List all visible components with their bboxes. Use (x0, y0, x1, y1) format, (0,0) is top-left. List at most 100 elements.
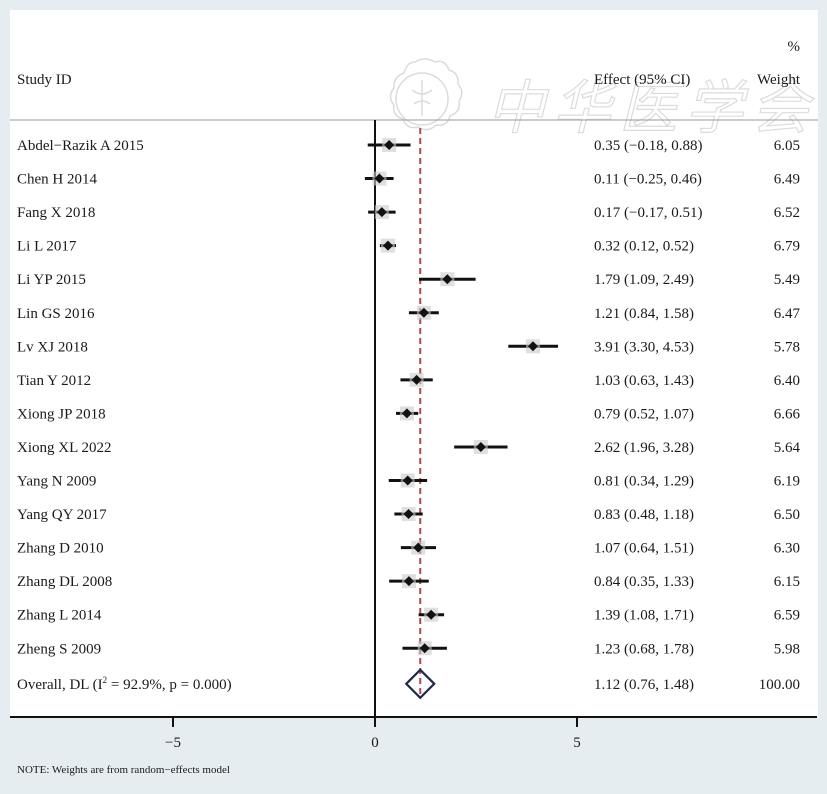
study-weight: 6.15 (774, 574, 800, 590)
study-weight: 6.40 (774, 373, 800, 389)
study-effect-ci: 3.91 (3.30, 4.53) (594, 339, 694, 355)
study-row: Xiong JP 2018 0.79 (0.52, 1.07) 6.66 (17, 406, 801, 422)
study-label: Li L 2017 (17, 239, 77, 255)
watermark-text: 中华医学会 (487, 74, 817, 142)
study-effect-ci: 0.35 (−0.18, 0.88) (594, 138, 702, 154)
study-weight: 6.19 (774, 474, 800, 490)
study-row: Tian Y 2012 1.03 (0.63, 1.43) 6.40 (17, 373, 800, 389)
study-label: Yang N 2009 (17, 474, 96, 490)
x-tick-label: 0 (371, 735, 379, 751)
study-effect-ci: 0.84 (0.35, 1.33) (594, 574, 694, 590)
study-point-estimate (475, 441, 486, 452)
study-label: Tian Y 2012 (17, 373, 91, 389)
plot-panel (10, 10, 818, 717)
study-label: Fang X 2018 (17, 205, 95, 221)
footnote: NOTE: Weights are from random−effects mo… (17, 764, 230, 776)
study-weight: 6.59 (774, 608, 800, 624)
study-point-estimate (402, 475, 413, 486)
study-label: Zhang L 2014 (17, 608, 102, 624)
study-weight: 6.50 (774, 507, 800, 523)
study-effect-ci: 1.03 (0.63, 1.43) (594, 373, 694, 389)
study-row: Li L 2017 0.32 (0.12, 0.52) 6.79 (17, 239, 800, 255)
overall-effect-ci: 1.12 (0.76, 1.48) (594, 677, 694, 693)
study-row: Zhang L 2014 1.39 (1.08, 1.71) 6.59 (17, 608, 800, 624)
study-label: Li YP 2015 (17, 272, 86, 288)
overall-label-post: = 92.9%, p = 0.000) (107, 677, 231, 693)
study-weight: 5.64 (774, 440, 801, 456)
study-effect-ci: 1.79 (1.09, 2.49) (594, 272, 694, 288)
study-weight: 6.05 (774, 138, 800, 154)
study-effect-ci: 1.39 (1.08, 1.71) (594, 608, 694, 624)
chart-marks (364, 120, 559, 717)
study-point-estimate (411, 374, 422, 385)
overall-row: Overall, DL (I2 = 92.9%, p = 0.000) 1.12 … (17, 675, 800, 693)
study-row: Fang X 2018 0.17 (−0.17, 0.51) 6.52 (17, 205, 800, 221)
study-effect-ci: 0.32 (0.12, 0.52) (594, 239, 694, 255)
study-effect-ci: 2.62 (1.96, 3.28) (594, 440, 694, 456)
overall-diamond (404, 668, 436, 700)
study-weight: 6.52 (774, 205, 800, 221)
header-weight: Weight (757, 72, 801, 88)
study-label: Chen H 2014 (17, 172, 97, 188)
study-weight: 6.79 (774, 239, 800, 255)
study-row: Abdel−Razik A 2015 0.35 (−0.18, 0.88) 6.05 (17, 138, 800, 154)
study-row: Chen H 2014 0.11 (−0.25, 0.46) 6.49 (17, 172, 800, 188)
study-weight: 5.49 (774, 272, 800, 288)
header-study-id: Study ID (17, 72, 72, 88)
study-effect-ci: 0.83 (0.48, 1.18) (594, 507, 694, 523)
study-point-estimate (426, 609, 437, 620)
overall-weight: 100.00 (759, 677, 800, 693)
study-effect-ci: 0.79 (0.52, 1.07) (594, 406, 694, 422)
study-effect-ci: 1.07 (0.64, 1.51) (594, 541, 694, 557)
study-point-estimate (418, 307, 429, 318)
study-label: Lv XJ 2018 (17, 339, 88, 355)
study-effect-ci: 1.21 (0.84, 1.58) (594, 306, 694, 322)
study-effect-ci: 1.23 (0.68, 1.78) (594, 641, 694, 657)
study-effect-ci: 0.11 (−0.25, 0.46) (594, 172, 702, 188)
study-point-estimate (376, 207, 387, 218)
study-label: Lin GS 2016 (17, 306, 95, 322)
study-point-estimate (382, 240, 393, 251)
overall-label: Overall, DL (I2 = 92.9%, p = 0.000) (17, 675, 232, 693)
study-row: Lv XJ 2018 3.91 (3.30, 4.53) 5.78 (17, 339, 800, 355)
study-point-estimate (442, 274, 453, 285)
watermark: 中华医学会 (389, 58, 817, 143)
study-label: Abdel−Razik A 2015 (17, 138, 144, 154)
study-label: Zheng S 2009 (17, 641, 101, 657)
study-effect-ci: 0.17 (−0.17, 0.51) (594, 205, 702, 221)
seal-emblem-icon (389, 58, 463, 131)
x-tick-label: −5 (165, 735, 181, 751)
study-row: Zhang D 2010 1.07 (0.64, 1.51) 6.30 (17, 541, 800, 557)
study-point-estimate (374, 173, 385, 184)
study-point-estimate (403, 509, 414, 520)
overall-label-sup: 2 (103, 675, 108, 685)
study-weight: 6.30 (774, 541, 800, 557)
study-point-estimate (403, 576, 414, 587)
study-row: Yang QY 2017 0.83 (0.48, 1.18) 6.50 (17, 507, 800, 523)
study-label: Zhang DL 2008 (17, 574, 112, 590)
study-weight: 6.47 (774, 306, 801, 322)
study-effect-ci: 0.81 (0.34, 1.29) (594, 474, 694, 490)
study-label: Zhang D 2010 (17, 541, 104, 557)
study-point-estimate (413, 542, 424, 553)
study-row: Yang N 2009 0.81 (0.34, 1.29) 6.19 (17, 474, 800, 490)
study-rows: Abdel−Razik A 2015 0.35 (−0.18, 0.88) 6.05… (17, 138, 801, 693)
study-point-estimate (401, 408, 412, 419)
study-row: Zhang DL 2008 0.84 (0.35, 1.33) 6.15 (17, 574, 800, 590)
study-weight: 6.66 (774, 406, 801, 422)
study-row: Xiong XL 2022 2.62 (1.96, 3.28) 5.64 (17, 440, 801, 456)
study-row: Lin GS 2016 1.21 (0.84, 1.58) 6.47 (17, 306, 801, 322)
study-point-estimate (384, 140, 395, 150)
study-row: Li YP 2015 1.79 (1.09, 2.49) 5.49 (17, 272, 800, 288)
study-label: Xiong JP 2018 (17, 406, 106, 422)
x-axis: −5 0 5 (10, 716, 817, 751)
study-label: Yang QY 2017 (17, 507, 107, 523)
study-point-estimate (419, 643, 430, 654)
study-point-estimate (527, 341, 538, 352)
header-weight-percent: % (788, 39, 801, 55)
study-weight: 6.49 (774, 172, 800, 188)
study-label: Xiong XL 2022 (17, 440, 111, 456)
header-effect: Effect (95% CI) (594, 72, 690, 88)
overall-label-pre: Overall, DL (I (17, 677, 103, 693)
